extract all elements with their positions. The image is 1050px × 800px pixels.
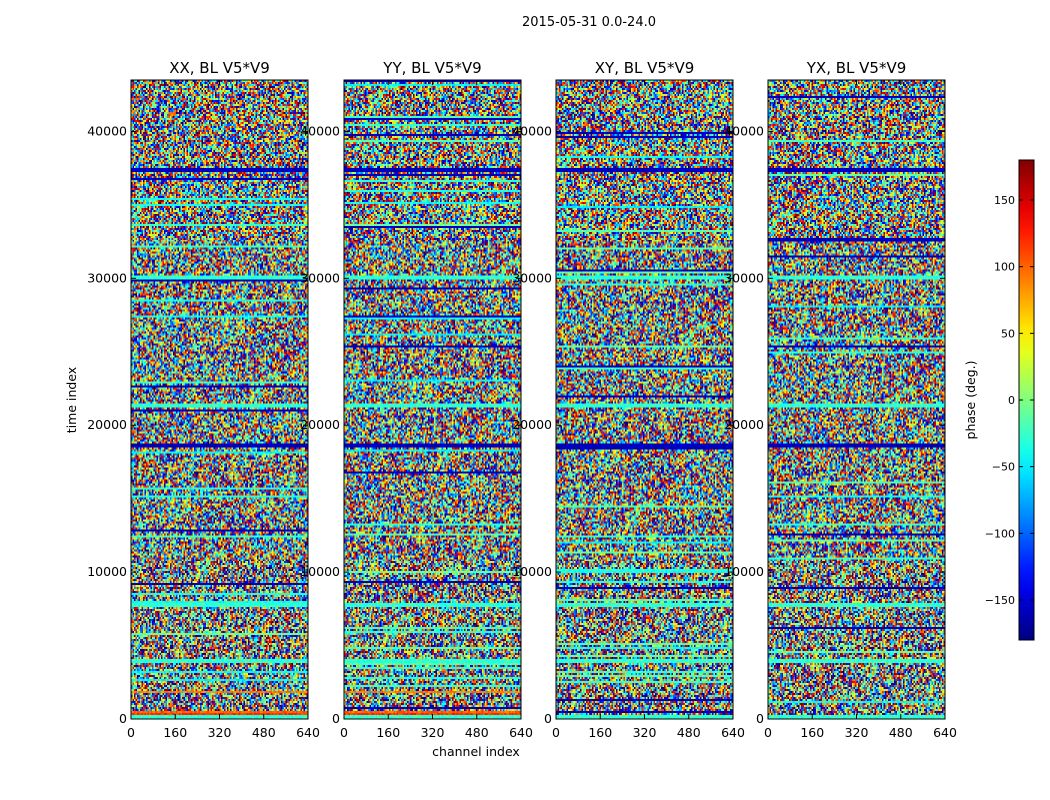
y-tick-label: 40000 [300, 123, 340, 138]
phase-heatmap-image [768, 80, 945, 719]
x-tick-label: 480 [465, 725, 489, 740]
y-tick-label: 0 [119, 711, 127, 726]
x-tick-label: 0 [764, 725, 772, 740]
panel-title: YY, BL V5*V9 [382, 59, 481, 77]
x-tick-label: 320 [421, 725, 445, 740]
x-tick-label: 480 [252, 725, 276, 740]
x-tick-label: 480 [677, 725, 701, 740]
colorbar-label: phase (deg.) [963, 361, 978, 440]
y-tick-label: 20000 [87, 417, 127, 432]
x-tick-label: 640 [933, 725, 957, 740]
panel-title: YX, BL V5*V9 [806, 59, 907, 77]
x-tick-label: 480 [889, 725, 913, 740]
x-tick-label: 320 [845, 725, 869, 740]
x-tick-label: 320 [633, 725, 657, 740]
x-tick-label: 320 [208, 725, 232, 740]
x-tick-label: 640 [509, 725, 533, 740]
x-tick-label: 160 [800, 725, 824, 740]
panels-group: XX, BL V5*V9 0 160 320 480 640 0 10000 20000 3000… [87, 59, 957, 740]
y-tick-label: 10000 [87, 564, 127, 579]
panel-4: YX, BL V5*V9 0 160 320 480 640 0 10000 20000 3000… [724, 59, 957, 740]
panel-title: XX, BL V5*V9 [169, 59, 270, 77]
y-tick-label: 10000 [512, 564, 552, 579]
y-tick-label: 40000 [512, 123, 552, 138]
colorbar-tick-label: −150 [985, 594, 1015, 607]
colorbar-tick-label: 150 [994, 194, 1015, 207]
x-tick-label: 640 [296, 725, 320, 740]
x-tick-label: 0 [552, 725, 560, 740]
y-tick-label: 20000 [512, 417, 552, 432]
x-tick-label: 0 [127, 725, 135, 740]
y-tick-label: 30000 [87, 270, 127, 285]
panel-3: XY, BL V5*V9 0 160 320 480 640 0 10000 20000 3000… [512, 59, 745, 740]
y-tick-label: 30000 [512, 270, 552, 285]
panel-title: XY, BL V5*V9 [595, 59, 695, 77]
y-tick-label: 0 [544, 711, 552, 726]
colorbar-tick-label: 50 [1001, 327, 1015, 340]
y-tick-label: 40000 [724, 123, 764, 138]
x-tick-label: 640 [721, 725, 745, 740]
y-tick-label: 10000 [724, 564, 764, 579]
colorbar: −150 −100 −50 0 50 100 150 phase (deg.) [963, 159, 1035, 641]
y-tick-label: 40000 [87, 123, 127, 138]
y-tick-label: 0 [332, 711, 340, 726]
phase-heatmap-image [344, 80, 521, 719]
colorbar-tick-label: −100 [985, 527, 1015, 540]
y-tick-label: 20000 [724, 417, 764, 432]
y-tick-label: 10000 [300, 564, 340, 579]
y-axis-label: time index [64, 367, 79, 433]
panel-1: XX, BL V5*V9 0 160 320 480 640 0 10000 20000 3000… [87, 59, 320, 740]
phase-heatmap-image [131, 80, 308, 719]
panel-2: YY, BL V5*V9 0 160 320 480 640 0 10000 20000 3000… [300, 59, 533, 740]
y-tick-label: 30000 [300, 270, 340, 285]
x-tick-label: 160 [163, 725, 187, 740]
x-axis-label: channel index [432, 744, 520, 759]
phase-heatmap-image [556, 80, 733, 719]
y-tick-label: 20000 [300, 417, 340, 432]
colorbar-tick-label: 100 [994, 261, 1015, 274]
colorbar-tick-label: −50 [992, 461, 1015, 474]
x-tick-label: 160 [376, 725, 400, 740]
x-tick-label: 0 [340, 725, 348, 740]
colorbar-tick-label: 0 [1008, 394, 1015, 407]
y-tick-label: 0 [756, 711, 764, 726]
y-tick-label: 30000 [724, 270, 764, 285]
figure-suptitle: 2015-05-31 0.0-24.0 [522, 15, 656, 30]
x-tick-label: 160 [588, 725, 612, 740]
